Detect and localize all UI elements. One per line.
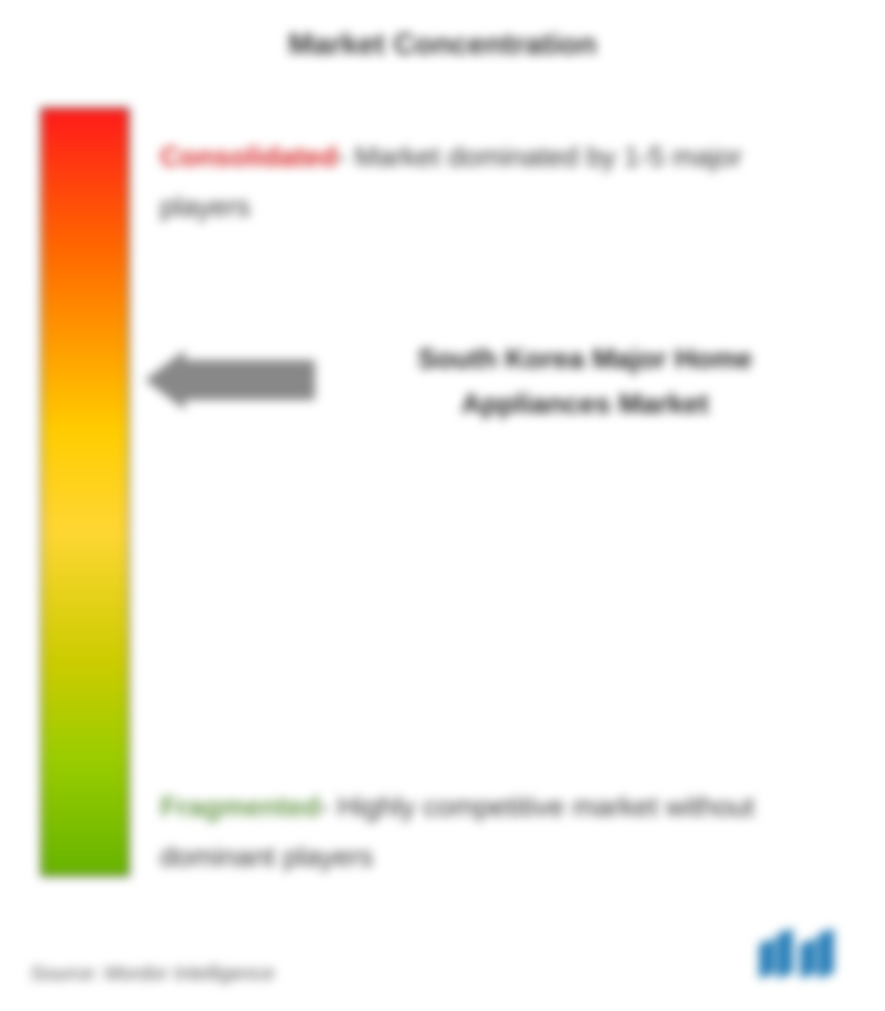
fragmented-label: Fragmented- Highly competitive market wi… <box>160 782 800 883</box>
concentration-gradient-bar <box>40 107 130 877</box>
logo-icon <box>800 931 835 981</box>
market-name-line2: Appliances Market <box>461 388 708 419</box>
source-attribution: Source: Mordor Intelligence <box>30 963 275 986</box>
logo-icon <box>759 931 794 981</box>
arrow-shaft-icon <box>185 360 315 400</box>
consolidated-keyword: Consolidated <box>160 141 337 172</box>
mordor-logo <box>759 931 835 981</box>
arrow-head-icon <box>145 350 185 410</box>
market-position-arrow <box>145 350 315 410</box>
market-name-label: South Korea Major Home Appliances Market <box>360 337 810 427</box>
market-name-line1: South Korea Major Home <box>418 343 752 374</box>
diagram-title: Market Concentration <box>0 0 885 62</box>
fragmented-keyword: Fragmented <box>160 791 320 822</box>
consolidated-label: Consolidated- Market dominated by 1-5 ma… <box>160 132 800 233</box>
diagram-content: Consolidated- Market dominated by 1-5 ma… <box>0 82 885 942</box>
